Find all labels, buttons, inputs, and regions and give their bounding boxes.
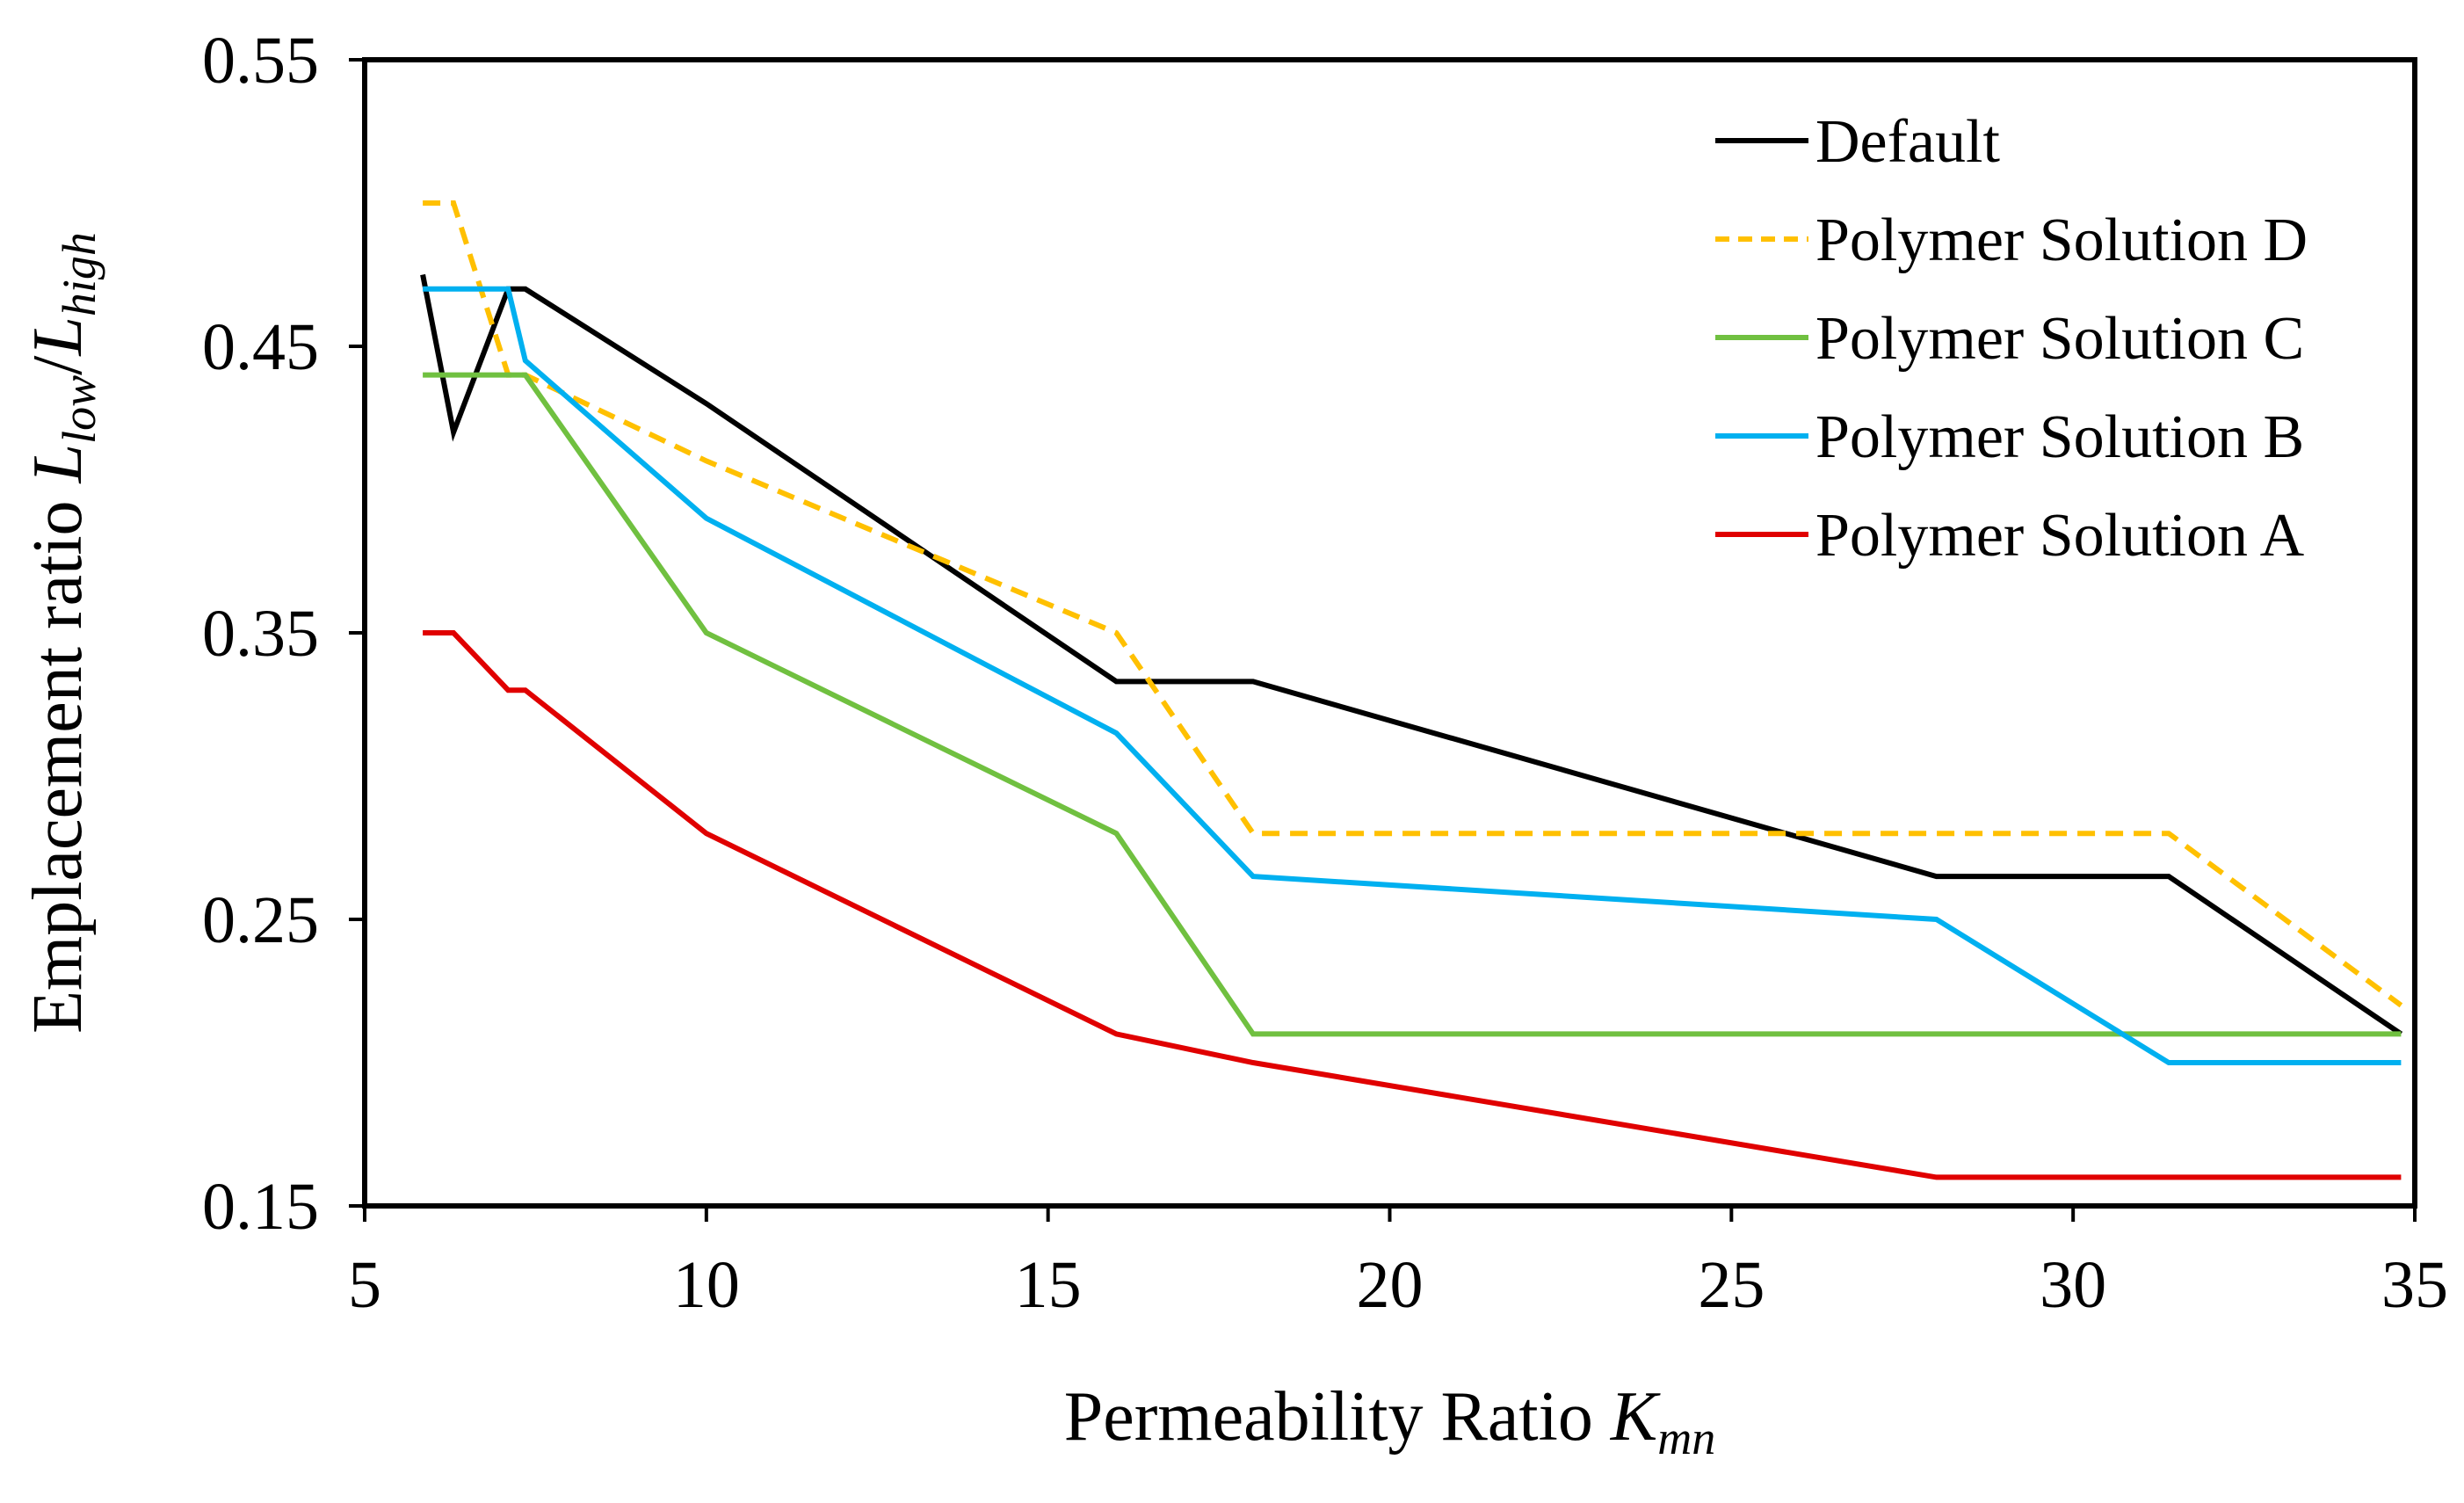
series-line-polymer-solution-a (423, 630, 2402, 1180)
y-axis-title-numerator: L (19, 444, 97, 484)
x-tick-label: 35 (2381, 1248, 2448, 1322)
x-axis-title-symbol: K (1610, 1378, 1661, 1456)
y-tick-label: 0.55 (202, 24, 319, 98)
legend-label: Polymer Solution A (1815, 502, 2305, 570)
series-layer (420, 200, 2403, 1180)
y-axis-title-denominator-subscript: high (53, 232, 105, 316)
y-axis-title: Emplacement ratio Llow/Lhigh (19, 232, 105, 1034)
y-axis-title-denominator: L (19, 316, 97, 357)
x-axis-title-subscript: mn (1657, 1412, 1715, 1464)
x-axis-title: Permeability Ratio Kmn (1064, 1378, 1715, 1464)
x-tick-label: 30 (2040, 1248, 2106, 1322)
y-tick-label: 0.15 (202, 1170, 319, 1244)
x-tick-label: 25 (1698, 1248, 1765, 1322)
y-axis-title-numerator-subscript: low (53, 375, 105, 444)
series-line-polymer-solution-c (423, 372, 2402, 1037)
x-tick-label: 20 (1357, 1248, 1424, 1322)
legend: Default Polymer Solution D Polymer Solutio… (1715, 108, 2308, 570)
legend-label: Default (1815, 108, 2000, 176)
x-axis-title-main: Permeability Ratio (1064, 1378, 1611, 1456)
y-axis-title-main: Emplacement ratio (19, 483, 97, 1033)
series-line-default (420, 273, 2403, 1036)
series-line-polymer-solution-b (423, 286, 2402, 1065)
legend-label: Polymer Solution D (1815, 207, 2308, 274)
legend-label: Polymer Solution C (1815, 305, 2304, 373)
y-tick-label: 0.45 (202, 310, 319, 384)
y-axis-title-slash: / (19, 355, 97, 375)
y-tick-label: 0.25 (202, 883, 319, 957)
legend-label: Polymer Solution B (1815, 403, 2304, 471)
tick-layer: 5 10 15 20 25 30 35 0.15 0.25 0.35 0.45 0.55 (202, 24, 2448, 1322)
y-tick-label: 0.35 (202, 597, 319, 671)
x-tick-label: 15 (1015, 1248, 1082, 1322)
x-tick-label: 10 (673, 1248, 740, 1322)
x-tick-label: 5 (348, 1248, 381, 1322)
